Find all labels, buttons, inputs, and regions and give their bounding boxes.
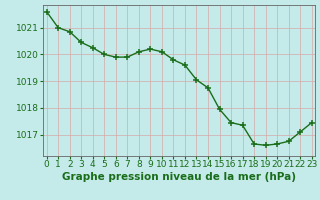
X-axis label: Graphe pression niveau de la mer (hPa): Graphe pression niveau de la mer (hPa) xyxy=(62,172,296,182)
